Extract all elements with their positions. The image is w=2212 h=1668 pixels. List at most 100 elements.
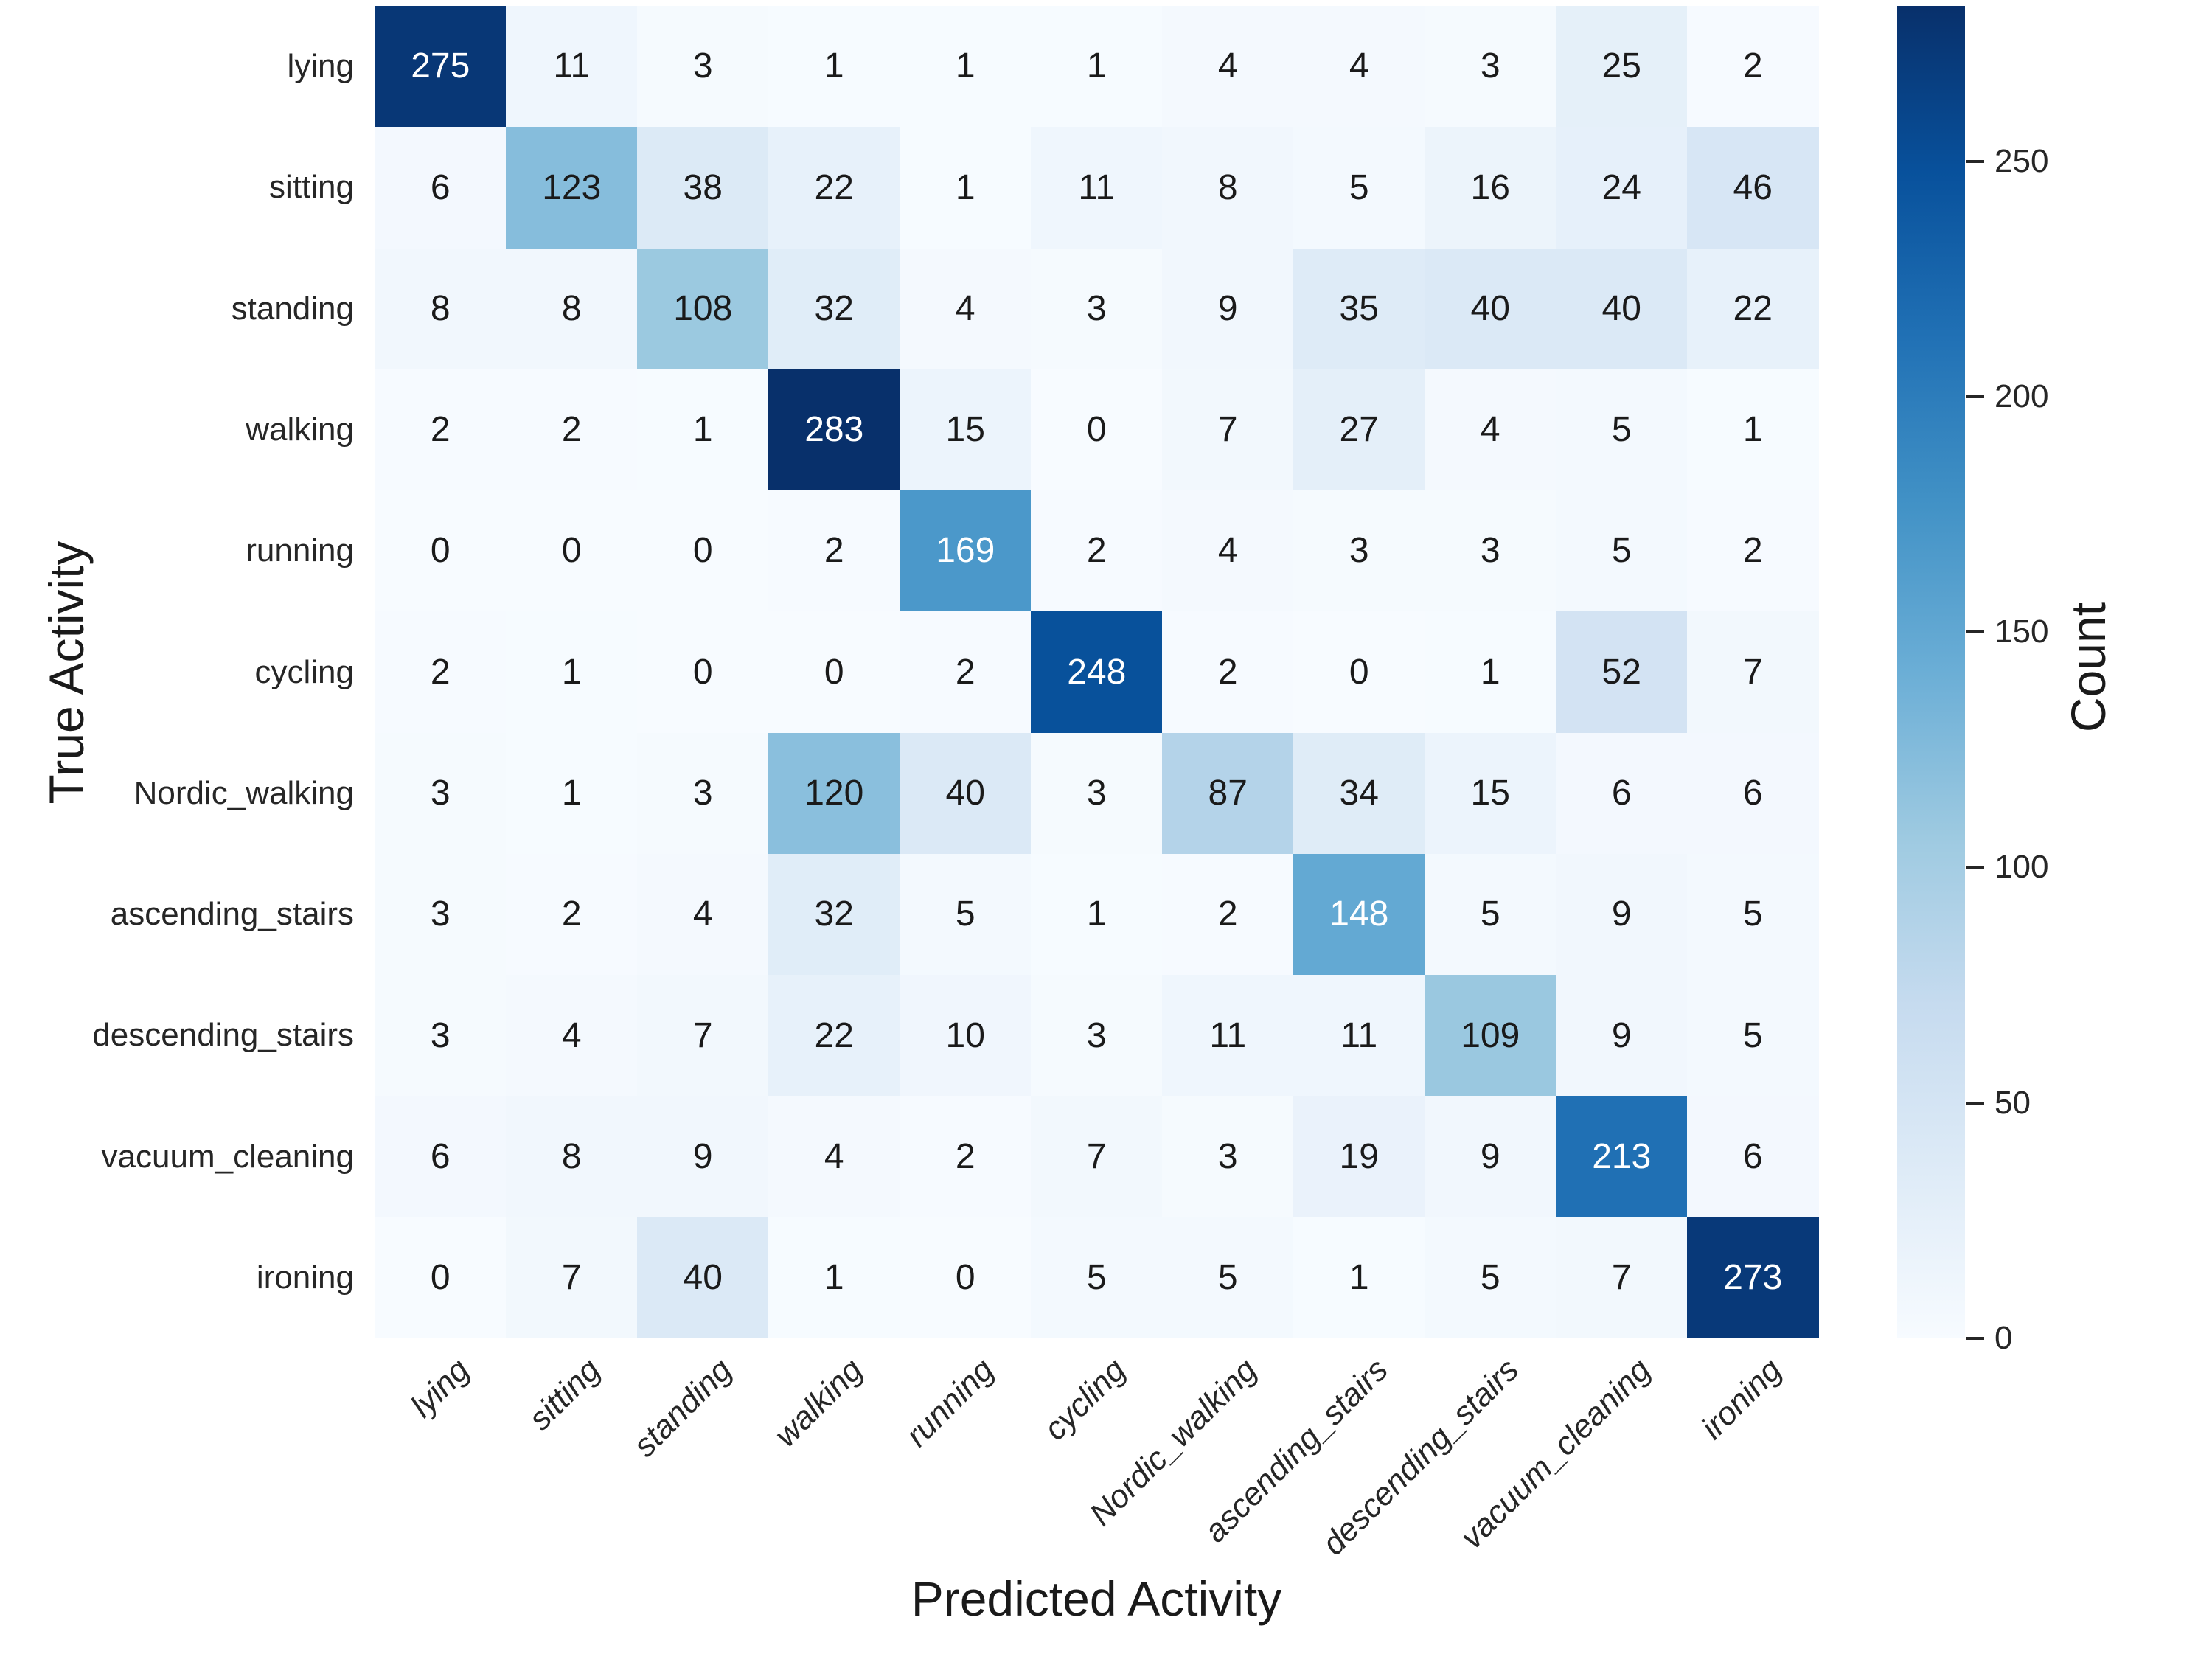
- x-tick-label: ironing: [1694, 1352, 1789, 1447]
- heatmap-cell: 40: [1556, 248, 1688, 370]
- heatmap-cell: 9: [1556, 975, 1688, 1097]
- heatmap-cell: 16: [1425, 127, 1557, 249]
- heatmap-cell: 1: [506, 732, 638, 855]
- heatmap-cell: 5: [1162, 1217, 1294, 1339]
- colorbar-tick-label: 100: [1994, 849, 2049, 886]
- heatmap-cell: 22: [768, 975, 900, 1097]
- heatmap-cell: 87: [1162, 732, 1294, 855]
- heatmap-cell: 123: [506, 127, 638, 249]
- heatmap-cell: 2: [768, 490, 900, 612]
- colorbar-tick-label: 150: [1994, 614, 2049, 650]
- y-tick-label: standing: [231, 290, 354, 327]
- y-tick-label: walking: [246, 411, 354, 448]
- heatmap-cell: 0: [1031, 369, 1163, 491]
- heatmap-cell: 5: [1293, 127, 1425, 249]
- heatmap-cell: 9: [1556, 853, 1688, 976]
- heatmap-cell: 275: [375, 6, 507, 128]
- heatmap-cell: 4: [637, 853, 769, 976]
- heatmap-grid: 275 11 3 1 1 1 4 4 3 25 2 6 123 38 22 1 11 8 5 16 24 46 8 8 108 3…: [375, 6, 1819, 1339]
- heatmap-cell: 3: [1425, 6, 1557, 128]
- heatmap-cell: 0: [375, 1217, 507, 1339]
- y-tick-label: descending_stairs: [92, 1017, 354, 1054]
- heatmap-cell: 4: [900, 248, 1032, 370]
- y-axis-label: True Activity: [39, 541, 94, 805]
- heatmap-cell: 120: [768, 732, 900, 855]
- heatmap-cell: 7: [506, 1217, 638, 1339]
- heatmap-cell: 7: [637, 975, 769, 1097]
- y-tick-label: running: [246, 532, 354, 569]
- heatmap-cell: 1: [1425, 611, 1557, 734]
- heatmap-cell: 40: [637, 1217, 769, 1339]
- heatmap-cell: 2: [1162, 853, 1294, 976]
- heatmap-cell: 2: [900, 1096, 1032, 1218]
- colorbar-gradient: [1897, 6, 1965, 1338]
- heatmap-cell: 1: [1293, 1217, 1425, 1339]
- heatmap-cell: 9: [1425, 1096, 1557, 1218]
- heatmap-cell: 248: [1031, 611, 1163, 734]
- heatmap-cell: 5: [1687, 975, 1819, 1097]
- heatmap-cell: 6: [375, 1096, 507, 1218]
- heatmap-cell: 11: [1293, 975, 1425, 1097]
- heatmap-cell: 1: [637, 369, 769, 491]
- heatmap-cell: 1: [768, 6, 900, 128]
- heatmap-cell: 40: [900, 732, 1032, 855]
- heatmap-cell: 52: [1556, 611, 1688, 734]
- heatmap-cell: 11: [1162, 975, 1294, 1097]
- heatmap-cell: 38: [637, 127, 769, 249]
- heatmap-cell: 8: [506, 1096, 638, 1218]
- heatmap-cell: 2: [1687, 6, 1819, 128]
- heatmap-cell: 0: [375, 490, 507, 612]
- heatmap-cell: 4: [506, 975, 638, 1097]
- heatmap-cell: 8: [1162, 127, 1294, 249]
- heatmap-cell: 3: [637, 6, 769, 128]
- heatmap-cell: 0: [637, 611, 769, 734]
- heatmap-cell: 5: [1556, 369, 1688, 491]
- colorbar-tick-mark: [1966, 159, 1984, 163]
- heatmap-cell: 5: [1425, 853, 1557, 976]
- heatmap-cell: 22: [1687, 248, 1819, 370]
- colorbar-tick-mark: [1966, 395, 1984, 398]
- heatmap-cell: 3: [1293, 490, 1425, 612]
- heatmap-cell: 108: [637, 248, 769, 370]
- heatmap-cell: 3: [1162, 1096, 1294, 1218]
- heatmap-cell: 4: [1162, 490, 1294, 612]
- heatmap-cell: 32: [768, 853, 900, 976]
- heatmap-cell: 34: [1293, 732, 1425, 855]
- heatmap-cell: 2: [1687, 490, 1819, 612]
- y-tick-label: vacuum_cleaning: [101, 1138, 354, 1175]
- y-tick-label: sitting: [269, 169, 354, 206]
- heatmap-cell: 5: [1687, 853, 1819, 976]
- heatmap-cell: 15: [900, 369, 1032, 491]
- y-tick-label: cycling: [254, 653, 355, 690]
- heatmap-cell: 0: [1293, 611, 1425, 734]
- heatmap-cell: 1: [506, 611, 638, 734]
- heatmap-cell: 148: [1293, 853, 1425, 976]
- colorbar-tick-label: 250: [1994, 142, 2049, 179]
- heatmap-cell: 3: [375, 975, 507, 1097]
- heatmap-cell: 1: [1031, 6, 1163, 128]
- heatmap-cell: 2: [1031, 490, 1163, 612]
- heatmap-cell: 2: [375, 611, 507, 734]
- heatmap-cell: 11: [1031, 127, 1163, 249]
- heatmap-cell: 3: [1031, 248, 1163, 370]
- heatmap-cell: 3: [637, 732, 769, 855]
- x-tick-label: running: [899, 1352, 1001, 1454]
- heatmap-cell: 1: [768, 1217, 900, 1339]
- heatmap-cell: 10: [900, 975, 1032, 1097]
- colorbar-tick-mark: [1966, 630, 1984, 634]
- heatmap-cell: 6: [1556, 732, 1688, 855]
- heatmap-cell: 2: [506, 853, 638, 976]
- heatmap-cell: 2: [900, 611, 1032, 734]
- heatmap-cell: 5: [900, 853, 1032, 976]
- heatmap-cell: 213: [1556, 1096, 1688, 1218]
- heatmap-cell: 40: [1425, 248, 1557, 370]
- heatmap-cell: 273: [1687, 1217, 1819, 1339]
- heatmap-cell: 32: [768, 248, 900, 370]
- x-tick-label: lying: [403, 1352, 476, 1425]
- x-tick-label: sitting: [521, 1352, 608, 1437]
- heatmap-cell: 1: [900, 6, 1032, 128]
- x-tick-label: walking: [768, 1352, 870, 1454]
- heatmap-cell: 25: [1556, 6, 1688, 128]
- heatmap-cell: 4: [1425, 369, 1557, 491]
- heatmap-cell: 3: [1425, 490, 1557, 612]
